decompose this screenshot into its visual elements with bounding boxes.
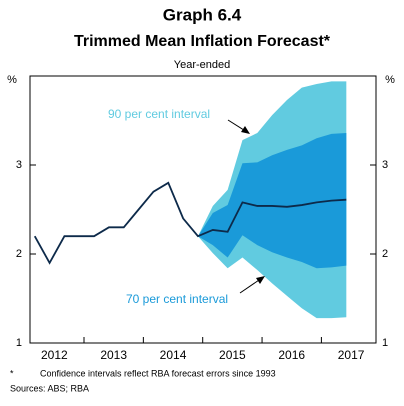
annotation: 70 per cent interval — [126, 292, 228, 306]
interval-band — [197, 132, 347, 269]
footnote: Confidence intervals reflect RBA forecas… — [40, 368, 276, 378]
y-tick-label: 3 — [16, 159, 22, 171]
sources: Sources: ABS; RBA — [10, 383, 89, 393]
annotation: 90 per cent interval — [108, 107, 210, 121]
x-tick-label: 2014 — [160, 348, 187, 362]
x-tick-label: 2015 — [219, 348, 246, 362]
chart-subtitle: Trimmed Mean Inflation Forecast* — [74, 33, 331, 50]
footnote-marker: * — [10, 368, 14, 378]
y-tick-label: 2 — [16, 248, 22, 260]
x-tick-label: 2012 — [41, 348, 68, 362]
chart-title: Graph 6.4 — [163, 5, 242, 24]
y-unit: % — [7, 74, 17, 86]
arrow-head — [241, 126, 250, 134]
x-tick-label: 2013 — [100, 348, 127, 362]
y-unit: % — [385, 74, 395, 86]
x-tick-label: 2016 — [278, 348, 305, 362]
y-tick-label: 2 — [382, 248, 388, 260]
y-tick-label: 1 — [16, 337, 22, 349]
axis-label: Year-ended — [174, 59, 230, 71]
y-tick-label: 3 — [382, 159, 388, 171]
line — [33, 181, 347, 265]
x-tick-label: 2017 — [338, 348, 365, 362]
y-tick-label: 1 — [382, 337, 388, 349]
arrow-head — [256, 276, 265, 284]
